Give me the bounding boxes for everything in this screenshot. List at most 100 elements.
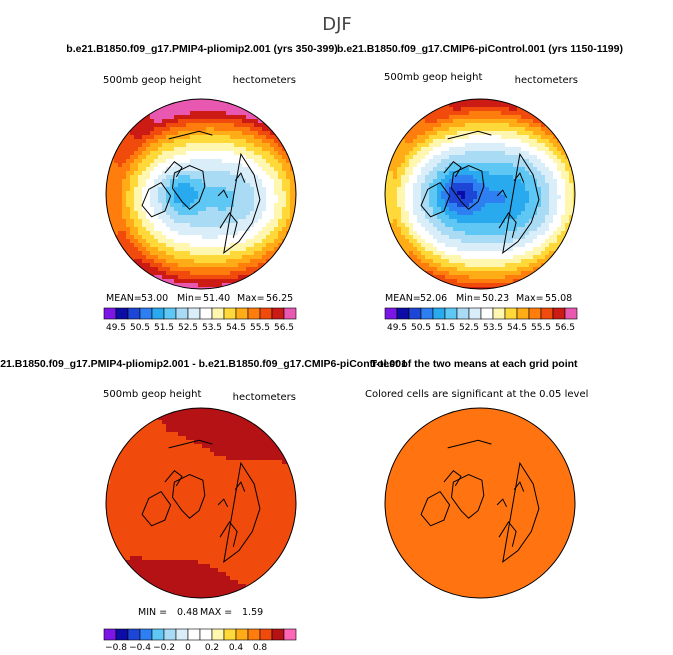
field-cell <box>214 239 219 244</box>
figure-title: DJF <box>322 14 352 35</box>
field-cell <box>166 159 171 164</box>
field-cell <box>118 151 123 156</box>
field-cell <box>238 183 243 188</box>
field-cell <box>142 235 147 240</box>
field-cell <box>282 171 287 176</box>
field-cell <box>477 251 482 256</box>
field-cell <box>489 267 494 272</box>
field-cell <box>493 131 498 136</box>
field-cell <box>266 500 271 505</box>
field-cell <box>461 255 466 260</box>
field-cell <box>222 448 227 453</box>
field-cell <box>294 191 296 196</box>
field-cell <box>162 175 167 180</box>
field-cell <box>389 171 394 176</box>
field-cell <box>493 155 498 160</box>
field-cell <box>146 227 151 232</box>
field-cell <box>210 472 215 477</box>
field-cell <box>230 195 235 200</box>
field-cell <box>485 275 490 280</box>
field-cell <box>278 231 283 236</box>
field-cell <box>118 223 123 228</box>
field-cell <box>162 115 167 120</box>
field-cell <box>246 440 251 445</box>
field-cell <box>142 123 147 128</box>
field-cell <box>529 171 534 176</box>
field-cell <box>262 255 267 260</box>
field-cell <box>198 480 203 485</box>
field-cell <box>525 267 530 272</box>
field-cell <box>457 115 462 120</box>
field-cell <box>146 444 151 449</box>
field-cell <box>150 123 155 128</box>
field-cell <box>254 428 259 433</box>
field-cell <box>198 131 203 136</box>
field-cell <box>154 247 159 252</box>
field-cell <box>278 484 283 489</box>
field-cell <box>134 512 139 517</box>
field-cell <box>417 123 422 128</box>
field-cell <box>250 203 255 208</box>
field-cell <box>545 155 550 160</box>
field-cell <box>409 207 414 212</box>
field-cell <box>182 432 187 437</box>
field-cell <box>118 203 123 208</box>
field-cell <box>110 179 115 184</box>
field-cell <box>282 504 287 509</box>
field-cell <box>198 159 203 164</box>
field-cell <box>166 183 171 188</box>
field-cell <box>198 215 203 220</box>
field-cell <box>553 143 558 148</box>
field-cell <box>190 460 195 465</box>
field-cell <box>150 111 155 116</box>
field-cell <box>553 175 558 180</box>
field-cell <box>162 235 167 240</box>
field-cell <box>218 259 223 264</box>
field-cell <box>142 472 147 477</box>
field-cell <box>166 163 171 168</box>
field-cell <box>150 424 155 429</box>
field-cell <box>274 488 279 493</box>
field-cell <box>206 183 211 188</box>
field-cell <box>529 207 534 212</box>
field-cell <box>473 235 478 240</box>
field-cell <box>541 203 546 208</box>
field-cell <box>146 179 151 184</box>
field-cell <box>230 279 235 284</box>
field-cell <box>222 123 227 128</box>
field-cell <box>242 500 247 505</box>
field-cell <box>465 151 470 156</box>
field-cell <box>282 207 287 212</box>
field-cell <box>238 159 243 164</box>
field-cell <box>158 472 163 477</box>
field-cell <box>286 504 291 509</box>
field-cell <box>573 191 575 196</box>
field-cell <box>238 147 243 152</box>
field-cell <box>230 115 235 120</box>
field-cell <box>417 155 422 160</box>
field-cell <box>513 195 518 200</box>
field-cell <box>234 420 239 425</box>
field-cell <box>206 123 211 128</box>
field-cell <box>174 279 179 284</box>
coastline <box>496 189 508 199</box>
field-cell <box>214 99 219 104</box>
field-cell <box>110 500 115 505</box>
field-cell <box>246 155 251 160</box>
field-cell <box>158 420 163 425</box>
field-cell <box>278 211 283 216</box>
field-cell <box>242 472 247 477</box>
field-cell <box>266 207 271 212</box>
field-cell <box>485 251 490 256</box>
field-cell <box>521 207 526 212</box>
field-cell <box>290 516 295 521</box>
field-cell <box>146 123 151 128</box>
field-cell <box>214 283 219 288</box>
field-cell <box>529 163 534 168</box>
field-cell <box>150 488 155 493</box>
field-cell <box>130 155 135 160</box>
field-cell <box>429 151 434 156</box>
field-cell <box>250 480 255 485</box>
field-cell <box>206 412 211 417</box>
field-cell <box>282 175 287 180</box>
